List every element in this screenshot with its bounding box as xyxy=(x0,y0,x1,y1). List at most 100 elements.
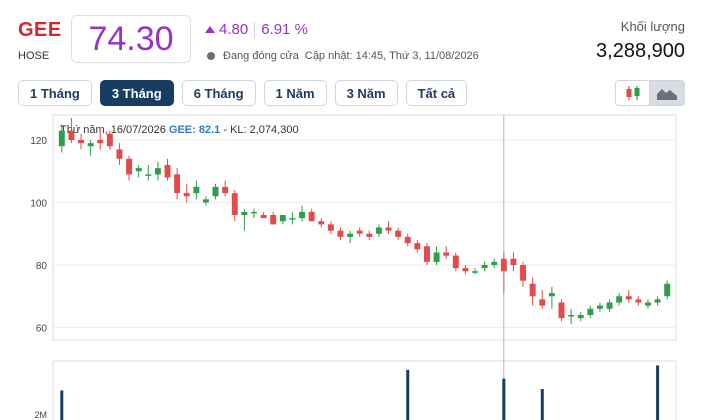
tab-6-months[interactable]: 6 Tháng xyxy=(181,80,256,106)
candle-body xyxy=(635,299,642,303)
candle-body xyxy=(68,130,75,140)
candle-body xyxy=(452,255,459,269)
price-box: 74.30 xyxy=(71,15,191,63)
candlestick-icon xyxy=(626,86,639,100)
candle-body xyxy=(222,186,229,194)
candle-body xyxy=(241,211,248,215)
candle-body xyxy=(87,143,94,147)
change-value: 4.80 xyxy=(219,21,249,38)
candle-body xyxy=(596,305,603,309)
candle-body xyxy=(260,215,267,219)
status-dot-icon xyxy=(207,52,215,60)
candle-body xyxy=(423,246,430,262)
change-percent: 6.91 % xyxy=(261,21,308,38)
candle-body xyxy=(279,215,286,222)
candle-body xyxy=(616,296,623,303)
candle-body xyxy=(664,283,671,297)
candle-body xyxy=(644,302,651,306)
candle-body xyxy=(520,265,527,281)
candle-body xyxy=(443,252,450,256)
candle-body xyxy=(558,302,565,319)
candle-body xyxy=(183,193,190,197)
price-panel-border xyxy=(52,114,677,341)
candle-body xyxy=(433,252,440,262)
candle-body xyxy=(625,296,632,300)
volume-bar xyxy=(60,390,64,420)
candle-body xyxy=(135,168,142,172)
candle-body xyxy=(356,230,363,234)
candle-body xyxy=(472,271,478,273)
candle-body xyxy=(289,218,296,220)
candle-body xyxy=(539,299,546,306)
candle-body xyxy=(154,168,161,175)
candle-body xyxy=(318,221,325,225)
updated-time: Cập nhật: 14:45, Thứ 3, 11/08/2026 xyxy=(304,50,479,62)
tab-all[interactable]: Tất cả xyxy=(405,80,468,106)
y-tick-label: 120 xyxy=(30,136,47,147)
candle-body xyxy=(145,174,152,176)
price-change: 4.80 6.91 % xyxy=(205,21,308,38)
y-tick-label: 60 xyxy=(36,324,48,335)
volume-tick-label: 2M xyxy=(34,410,47,420)
candle-body xyxy=(116,149,123,159)
candle-body xyxy=(202,199,209,203)
candle-body xyxy=(270,215,277,225)
area-chart-button[interactable] xyxy=(650,80,685,106)
area-chart-icon xyxy=(657,89,677,100)
candle-body xyxy=(106,133,113,147)
candle-body xyxy=(395,230,402,237)
candle-body xyxy=(375,227,382,234)
tab-3-months[interactable]: 3 Tháng xyxy=(99,80,174,106)
candle-body xyxy=(327,224,334,231)
candle-body xyxy=(481,265,488,269)
candle-body xyxy=(347,233,354,237)
candlestick-button[interactable] xyxy=(615,80,650,106)
status-text: Đang đóng cửa xyxy=(223,50,299,62)
chart-type-switch xyxy=(615,80,685,106)
candle-body xyxy=(251,211,257,214)
tooltip-value: 82.1 xyxy=(198,124,221,136)
tab-1-year[interactable]: 1 Năm xyxy=(263,80,327,106)
candle-body xyxy=(606,302,613,309)
candle-body xyxy=(231,193,238,215)
price-chart[interactable]: 120 100 80 60 2M xyxy=(0,113,705,420)
candle-body xyxy=(414,243,421,250)
tab-3-years[interactable]: 3 Năm xyxy=(334,80,398,106)
candle-body xyxy=(654,299,661,303)
candle-body xyxy=(212,186,219,197)
candle-body xyxy=(577,315,584,319)
y-tick-label: 100 xyxy=(30,199,47,210)
candle-body xyxy=(529,283,536,297)
candle-body xyxy=(404,236,411,244)
candle-body xyxy=(58,130,65,147)
candle-body xyxy=(587,308,594,315)
tab-1-month[interactable]: 1 Tháng xyxy=(18,80,92,106)
market-status: Đang đóng cửa Cập nhật: 14:45, Thứ 3, 11… xyxy=(207,50,479,62)
candle-body xyxy=(174,174,181,194)
candle-body xyxy=(500,258,507,272)
candle-body xyxy=(337,230,344,237)
volume-value: 3,288,900 xyxy=(596,40,685,62)
candle-body xyxy=(366,233,373,237)
candle-body xyxy=(568,315,575,317)
chart-tooltip: Thứ năm, 16/07/2026 GEE: 82.1 - KL: 2,07… xyxy=(60,124,299,136)
candle-body xyxy=(299,211,306,219)
volume-bar xyxy=(540,389,544,420)
candle-body xyxy=(97,140,104,144)
candle-body xyxy=(510,258,517,265)
candle-body xyxy=(126,158,133,175)
candle-body xyxy=(491,261,498,265)
candle-body xyxy=(193,186,200,194)
ticker-symbol: GEE xyxy=(18,19,62,41)
period-tabs: 1 Tháng 3 Tháng 6 Tháng 1 Năm 3 Năm Tất … xyxy=(18,80,475,106)
exchange-label: HOSE xyxy=(18,50,50,62)
volume-label: Khối lượng xyxy=(620,19,685,34)
volume-bar xyxy=(656,365,660,420)
y-tick-label: 80 xyxy=(36,261,48,272)
tooltip-ticker: GEE: xyxy=(168,124,196,136)
current-price: 74.30 xyxy=(88,19,174,58)
volume-bar xyxy=(406,369,410,420)
candle-body xyxy=(462,268,469,272)
candle-body xyxy=(78,140,85,144)
candle-body xyxy=(308,211,315,222)
